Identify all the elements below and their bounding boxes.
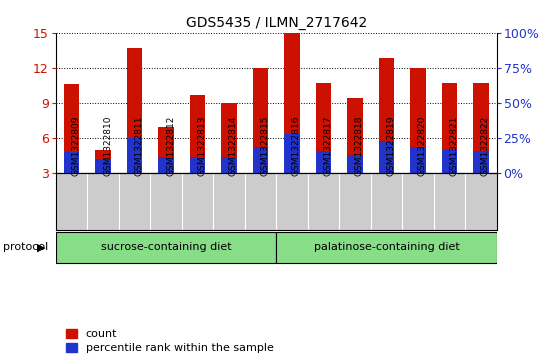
Bar xyxy=(64,84,79,174)
Text: GSM1322814: GSM1322814 xyxy=(229,116,238,176)
Bar xyxy=(441,150,457,174)
Bar xyxy=(284,134,300,174)
Bar xyxy=(64,152,79,174)
Bar xyxy=(276,232,497,263)
Text: GSM1322822: GSM1322822 xyxy=(481,116,490,176)
Bar xyxy=(95,159,111,174)
Bar xyxy=(56,232,276,263)
Text: palatinose-containing diet: palatinose-containing diet xyxy=(314,242,459,252)
Text: GSM1322820: GSM1322820 xyxy=(418,116,427,176)
Bar xyxy=(316,151,331,174)
Text: GSM1322816: GSM1322816 xyxy=(292,116,301,176)
Text: protocol: protocol xyxy=(3,242,48,252)
Text: GSM1322818: GSM1322818 xyxy=(355,116,364,176)
Bar xyxy=(473,83,489,174)
Bar xyxy=(378,58,395,174)
Bar xyxy=(378,141,395,174)
Bar xyxy=(158,127,174,174)
Legend: count, percentile rank within the sample: count, percentile rank within the sample xyxy=(61,324,278,358)
Bar xyxy=(284,33,300,174)
Bar xyxy=(253,68,268,174)
Text: GSM1322813: GSM1322813 xyxy=(198,116,206,176)
Text: GSM1322819: GSM1322819 xyxy=(386,116,396,176)
Bar xyxy=(158,156,174,174)
Text: sucrose-containing diet: sucrose-containing diet xyxy=(100,242,232,252)
Bar xyxy=(410,68,426,174)
Bar xyxy=(473,151,489,174)
Text: GSM1322811: GSM1322811 xyxy=(134,116,143,176)
Bar xyxy=(253,148,268,174)
Bar xyxy=(127,48,142,174)
Text: GSM1322812: GSM1322812 xyxy=(166,116,175,176)
Bar xyxy=(410,147,426,174)
Bar xyxy=(127,138,142,174)
Bar xyxy=(347,98,363,174)
Text: GSM1322810: GSM1322810 xyxy=(103,116,112,176)
Bar xyxy=(221,156,237,174)
Title: GDS5435 / ILMN_2717642: GDS5435 / ILMN_2717642 xyxy=(186,16,367,30)
Bar xyxy=(190,156,205,174)
Text: GSM1322809: GSM1322809 xyxy=(71,116,80,176)
Text: GSM1322817: GSM1322817 xyxy=(324,116,333,176)
Text: ▶: ▶ xyxy=(36,242,45,252)
Text: GSM1322821: GSM1322821 xyxy=(449,116,458,176)
Bar xyxy=(221,103,237,174)
Bar xyxy=(95,150,111,174)
Bar xyxy=(190,95,205,174)
Bar xyxy=(347,155,363,174)
Text: GSM1322815: GSM1322815 xyxy=(261,116,270,176)
Bar xyxy=(316,83,331,174)
Bar xyxy=(441,83,457,174)
